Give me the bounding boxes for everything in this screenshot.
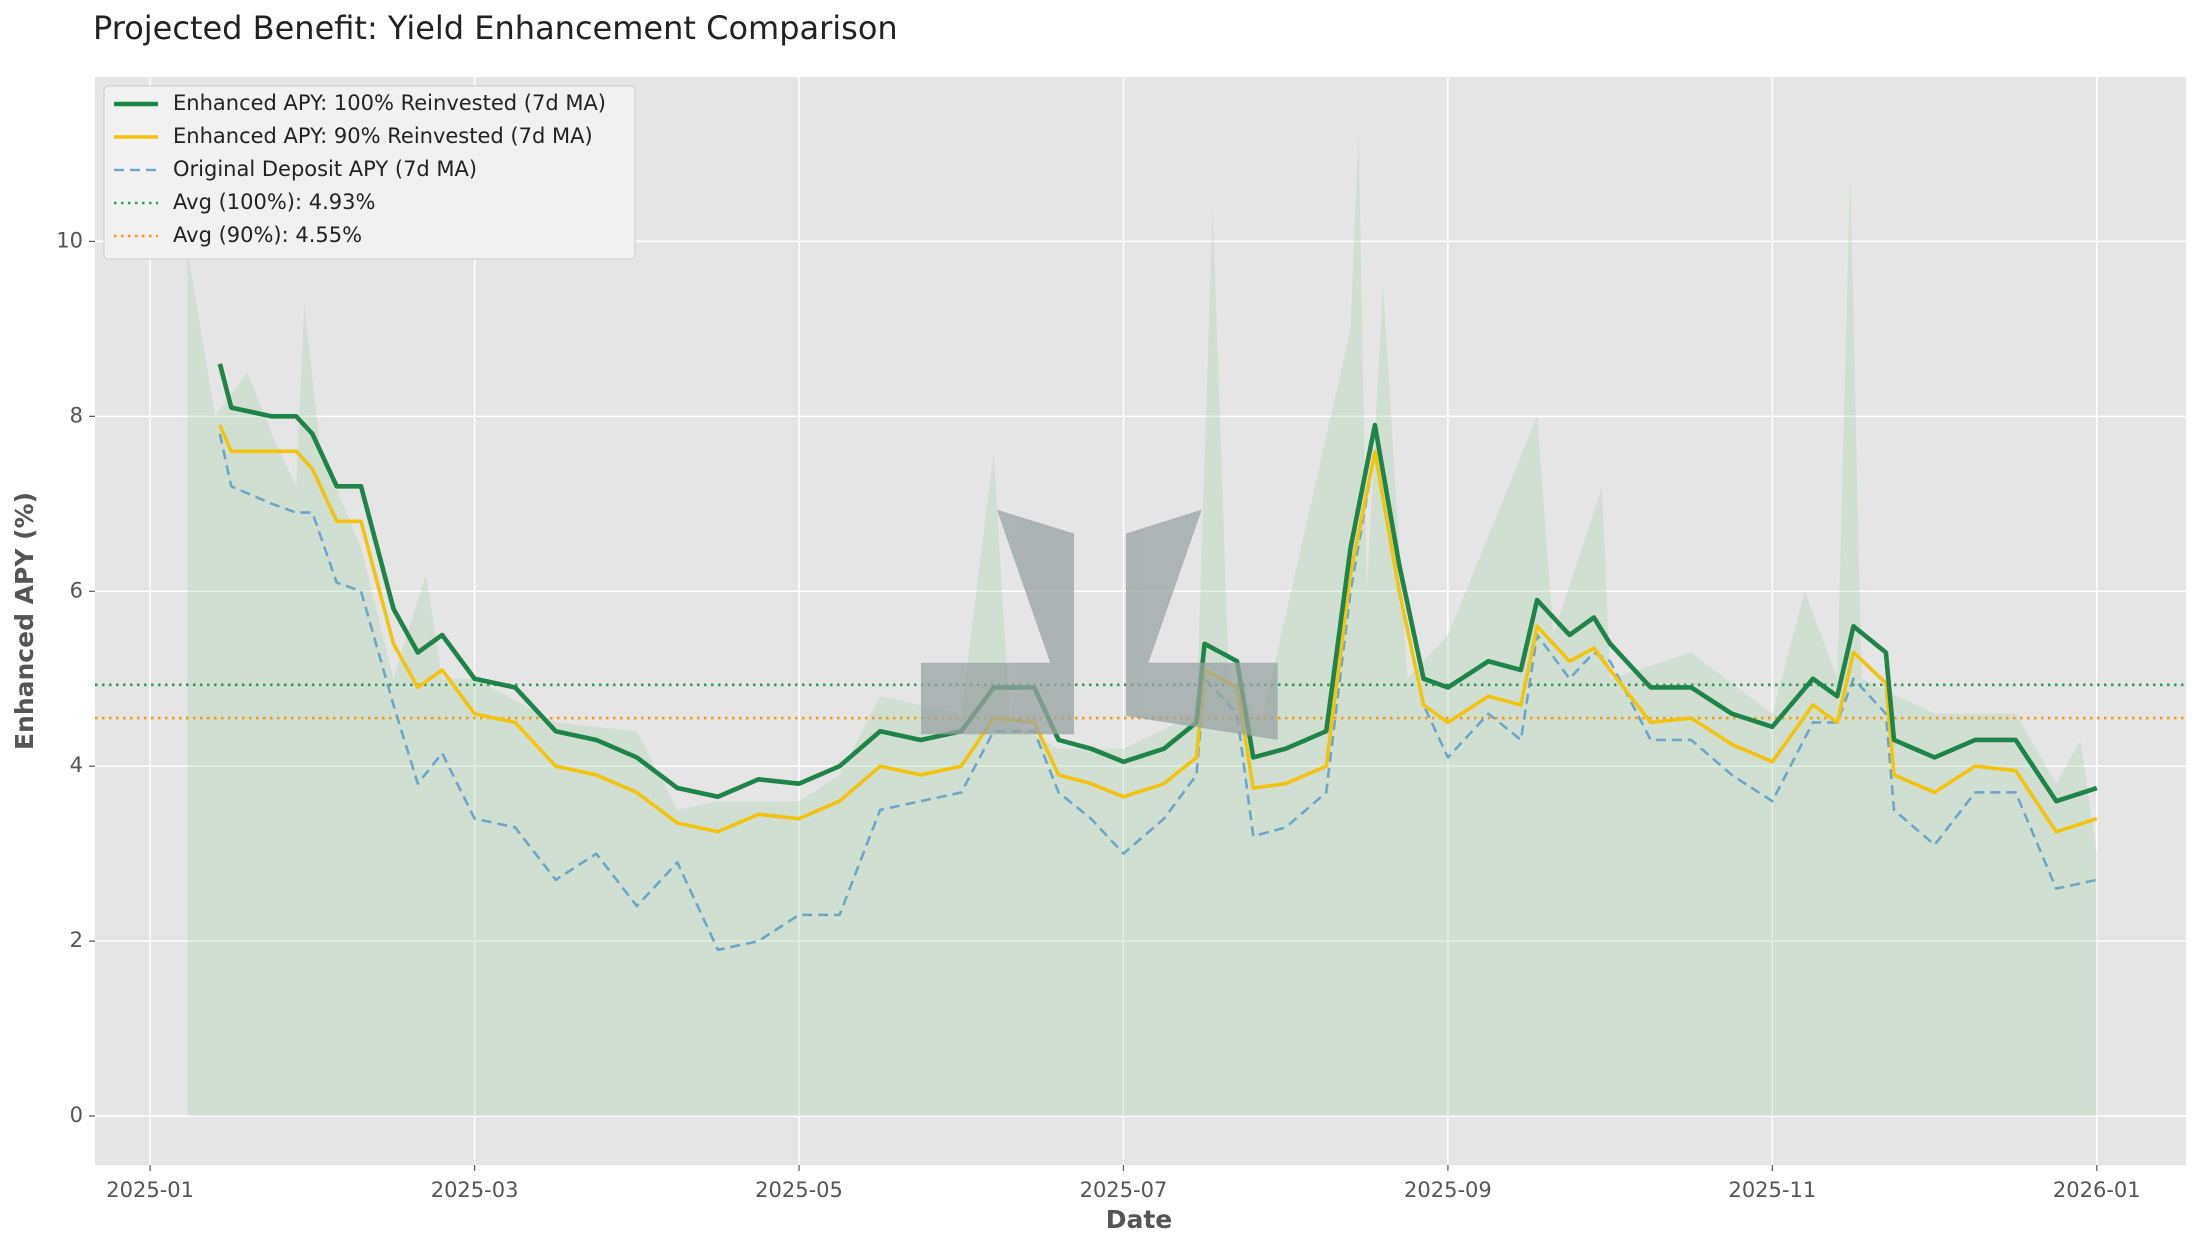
x-tick-label: 2025-07 [1080,1178,1168,1202]
x-tick-label: 2026-01 [2053,1178,2141,1202]
legend-label: Avg (90%): 4.55% [173,223,362,247]
y-tick-label: 6 [70,578,83,602]
watermark [921,509,1278,740]
y-tick-label: 10 [56,228,83,252]
y-axis-label: Enhanced APY (%) [10,492,39,750]
x-tick-label: 2025-03 [431,1178,519,1202]
x-tick-label: 2025-01 [106,1178,194,1202]
chart-title: Projected Benefit: Yield Enhancement Com… [93,9,898,47]
legend-label: Original Deposit APY (7d MA) [173,157,477,181]
grid: 0 2 4 6 8 10 2025-01 2025-03 2025-05 2025-07 2025-… [56,77,2186,1202]
watermark-right [1126,509,1278,740]
area [187,127,2097,1117]
legend-label: Enhanced APY: 90% Reinvested (7d MA) [173,124,593,148]
y-tick-label: 8 [70,403,83,427]
x-tick-label: 2025-09 [1404,1178,1492,1202]
legend-box [103,85,636,260]
y-tick-label: 4 [70,753,83,777]
legend-label: Avg (100%): 4.93% [173,190,375,214]
legend-label: Enhanced APY: 100% Reinvested (7d MA) [173,91,606,115]
series-line [218,433,2098,952]
legend: Enhanced APY: 100% Reinvested (7d MA) Enh… [103,85,636,260]
watermark-left [921,509,1075,735]
y-tick-label: 0 [70,1103,83,1127]
y-tick-label: 2 [70,928,83,952]
x-axis-label: Date [1106,1205,1173,1234]
x-tick-label: 2025-05 [755,1178,843,1202]
x-tick-label: 2025-11 [1728,1178,1816,1202]
